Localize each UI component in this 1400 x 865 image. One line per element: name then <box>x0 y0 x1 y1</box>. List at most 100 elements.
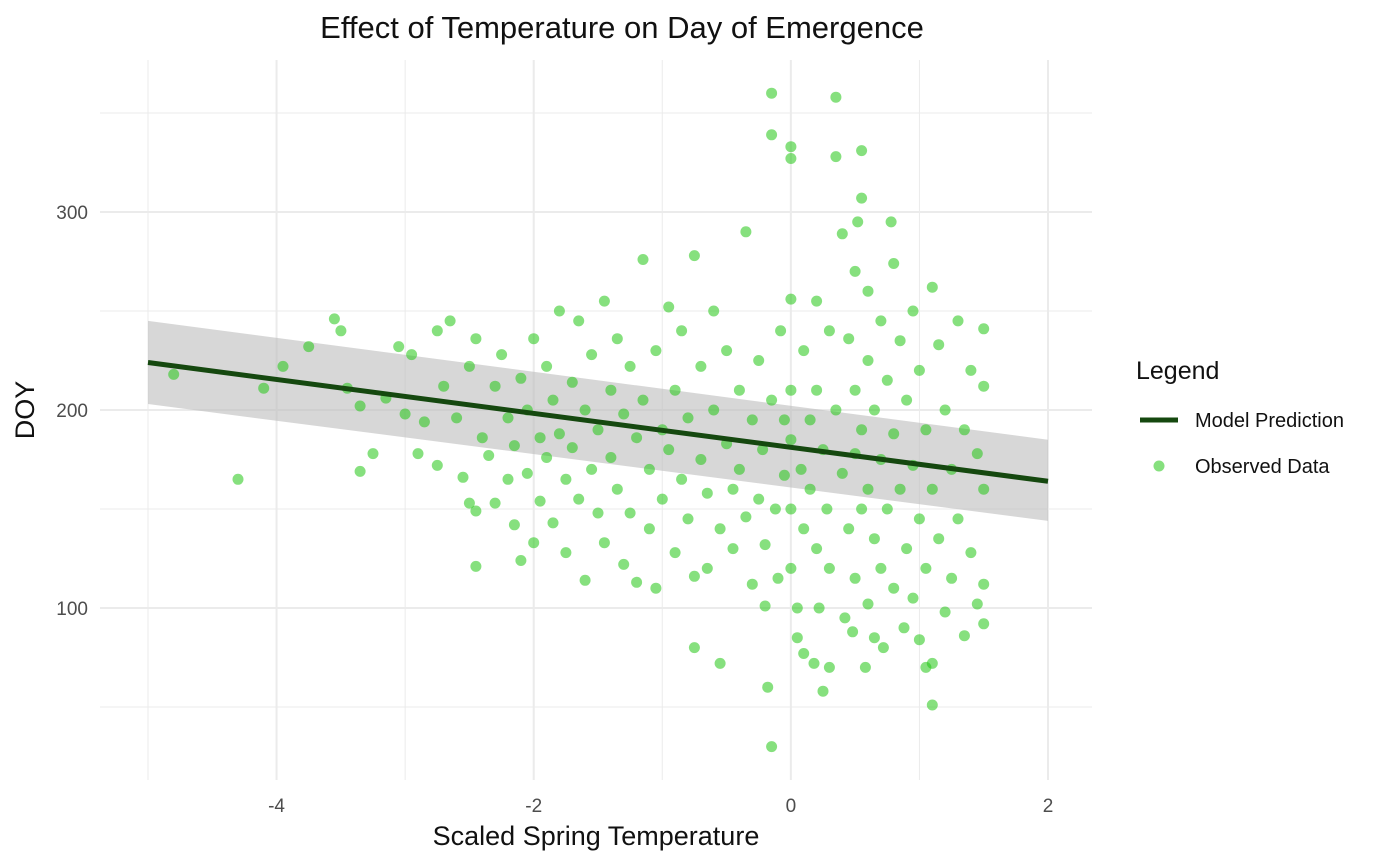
x-tick-label: 0 <box>786 796 797 817</box>
observed-point <box>354 465 366 477</box>
observed-point <box>547 517 559 529</box>
observed-point <box>541 452 553 463</box>
observed-point <box>811 295 823 307</box>
observed-point <box>926 281 938 293</box>
observed-point <box>618 558 630 570</box>
observed-point <box>808 657 820 669</box>
observed-point <box>862 285 874 297</box>
observed-point <box>682 513 694 525</box>
observed-point <box>843 523 855 535</box>
observed-point <box>701 562 713 574</box>
observed-point <box>885 216 897 228</box>
observed-point <box>875 562 887 574</box>
observed-point <box>579 574 591 586</box>
y-tick-label: 200 <box>56 401 88 422</box>
observed-point <box>804 483 816 495</box>
model-line-layer <box>147 360 1049 484</box>
observed-point <box>508 519 520 531</box>
observed-point <box>746 414 758 426</box>
observed-point <box>502 473 514 485</box>
observed-point <box>830 91 842 103</box>
observed-point <box>888 582 900 594</box>
observed-point <box>740 511 752 523</box>
observed-point <box>650 582 662 594</box>
legend-title: Legend <box>1136 357 1219 385</box>
observed-point <box>592 507 604 519</box>
legend-label-observed-data: Observed Data <box>1195 456 1330 478</box>
observed-point <box>836 228 848 240</box>
observed-point <box>470 505 482 517</box>
observed-point <box>605 452 617 463</box>
observed-point <box>489 380 501 392</box>
observed-point <box>978 578 990 590</box>
observed-point <box>470 560 482 572</box>
observed-point <box>663 301 675 313</box>
observed-point <box>502 412 514 424</box>
observed-point <box>978 618 990 630</box>
observed-point <box>785 503 797 515</box>
observed-point <box>877 642 889 654</box>
observed-point <box>939 404 951 416</box>
observed-point <box>839 612 851 624</box>
observed-point <box>541 360 553 372</box>
observed-point <box>798 523 810 535</box>
observed-point <box>766 87 778 99</box>
observed-point <box>823 325 835 337</box>
observed-point <box>746 578 758 590</box>
observed-point <box>515 555 527 566</box>
observed-point <box>785 562 797 574</box>
observed-point <box>926 657 938 669</box>
observed-point <box>547 394 559 406</box>
x-tick-label: 2 <box>1043 796 1054 817</box>
observed-point <box>913 513 925 525</box>
observed-point <box>232 473 244 485</box>
observed-point <box>907 305 919 317</box>
observed-point <box>727 483 739 495</box>
observed-point <box>913 364 925 376</box>
observed-point <box>769 503 781 515</box>
observed-point <box>605 384 617 396</box>
observed-point <box>618 408 630 420</box>
observed-point <box>451 412 463 424</box>
y-axis-label: DOY <box>10 381 40 440</box>
observed-point <box>775 325 787 337</box>
observed-point <box>592 424 604 436</box>
observed-point <box>669 547 681 559</box>
observed-point <box>560 547 572 559</box>
observed-point <box>766 129 778 141</box>
observed-point <box>586 463 598 475</box>
observed-point <box>753 493 765 505</box>
observed-point <box>573 493 585 505</box>
observed-point <box>457 471 469 483</box>
observed-point <box>785 153 797 164</box>
observed-point <box>958 424 970 436</box>
observed-point <box>624 360 636 372</box>
observed-point <box>798 648 810 659</box>
observed-point <box>643 523 655 535</box>
observed-point <box>586 349 598 361</box>
plot-area <box>100 60 1092 780</box>
observed-point <box>939 606 951 618</box>
y-tick-label: 100 <box>56 599 88 620</box>
observed-point <box>862 598 874 610</box>
observed-point <box>920 562 932 574</box>
observed-point <box>971 598 983 610</box>
observed-point <box>795 463 807 475</box>
observed-point <box>952 513 964 525</box>
observed-point <box>521 467 533 479</box>
observed-point <box>958 630 970 642</box>
observed-point <box>406 349 418 361</box>
observed-point <box>579 404 591 416</box>
observed-point <box>821 503 833 515</box>
observed-point <box>669 384 681 396</box>
chart-title: Effect of Temperature on Day of Emergenc… <box>320 10 924 45</box>
observed-point <box>444 315 456 327</box>
observed-point <box>476 432 488 444</box>
observed-point <box>431 459 443 471</box>
observed-point <box>766 394 778 406</box>
observed-point <box>862 483 874 495</box>
observed-point <box>534 432 546 444</box>
observed-point <box>913 634 925 646</box>
observed-point <box>753 355 765 366</box>
